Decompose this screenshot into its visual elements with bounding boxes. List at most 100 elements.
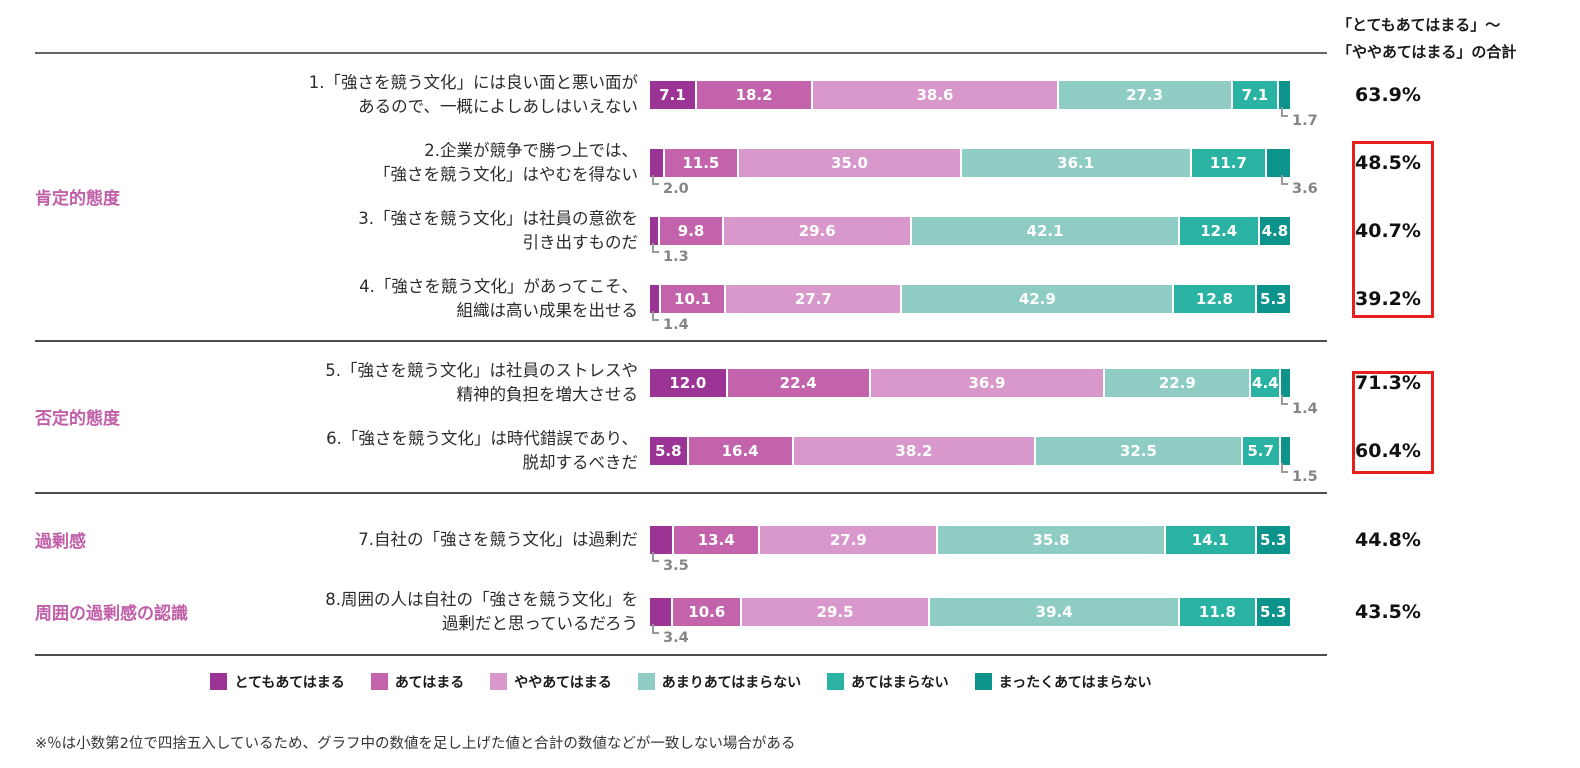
stacked-bar: 11.5 35.0 36.1 11.7 xyxy=(650,148,1290,177)
survey-item-row: 6.「強さを競う文化」は時代錯誤であり、 脱却するべきだ 5.8 16.4 38.2 3… xyxy=(215,417,1580,485)
legend-swatch xyxy=(974,673,992,690)
stacked-bar: 10.6 29.5 39.4 11.8 5.3 xyxy=(650,597,1290,626)
segment-very-applicable xyxy=(650,597,672,626)
segment-not-applicable: 11.8 xyxy=(1180,597,1255,626)
segment-applicable: 16.4 xyxy=(688,436,792,465)
callout-value: 3.4 xyxy=(663,629,689,646)
survey-item-row: 8.周囲の人は自社の「強さを競う文化」を 過剰だと思っているだろう 10.6 29.… xyxy=(215,578,1580,646)
separator-line xyxy=(35,339,1327,342)
stacked-bar-chart: 肯定的態度 1.「強さを競う文化」には良い面と悪い面が あるので、一概によしあしは… xyxy=(0,52,1580,656)
segment-not-at-all-applicable xyxy=(1281,368,1290,397)
category-rows: 5.「強さを競う文化」は社員のストレスや 精神的負担を増大させる 12.0 22.4… xyxy=(215,349,1580,485)
total-percentage: 44.8% xyxy=(1355,528,1421,551)
item-label-line: 精神的負担を増大させる xyxy=(456,384,639,404)
segment-applicable: 10.1 xyxy=(660,284,725,313)
item-label: 7.自社の「強さを競う文化」は過剰だ xyxy=(215,528,650,552)
legend-label: あてはまらない xyxy=(851,674,949,691)
elbow-connector-icon xyxy=(1281,174,1288,185)
bar-area: 12.0 22.4 36.9 22.9 4.4 1.4 xyxy=(650,368,1318,416)
item-label-line: あるので、一概によしあしはいえない xyxy=(358,96,638,116)
small-value-callout: 2.0 xyxy=(652,174,689,197)
total-percentage: 63.9% xyxy=(1355,83,1421,106)
highlight-box-positive-totals xyxy=(1352,141,1434,318)
segment-somewhat-applicable: 38.2 xyxy=(793,436,1035,465)
item-label-line: 引き出すものだ xyxy=(522,232,639,252)
total-percentage: 43.5% xyxy=(1355,600,1421,623)
stacked-bar: 9.8 29.6 42.1 12.4 4.8 xyxy=(650,216,1290,245)
segment-somewhat-applicable: 29.5 xyxy=(742,597,929,626)
segment-very-applicable xyxy=(650,525,673,554)
bar-area: 10.1 27.7 42.9 12.8 5.3 1.4 xyxy=(650,284,1290,332)
elbow-connector-icon xyxy=(1281,462,1288,473)
segment-very-applicable xyxy=(650,284,659,313)
legend-label: あてはまる xyxy=(394,674,465,691)
stacked-bar: 5.8 16.4 38.2 32.5 5.7 xyxy=(650,436,1290,465)
category-section: 肯定的態度 1.「強さを競う文化」には良い面と悪い面が あるので、一概によしあしは… xyxy=(0,54,1580,340)
callout-value: 3.6 xyxy=(1292,180,1318,197)
legend-item: ややあてはまる xyxy=(490,672,612,692)
callout-value: 1.5 xyxy=(1292,468,1318,485)
item-label-line: 7.自社の「強さを競う文化」は過剰だ xyxy=(358,529,638,549)
bar-area: 11.5 35.0 36.1 11.7 2.0 3.6 xyxy=(650,148,1318,196)
stacked-bar: 12.0 22.4 36.9 22.9 4.4 xyxy=(650,368,1290,397)
small-value-callout: 3.6 xyxy=(1281,174,1318,197)
segment-applicable: 18.2 xyxy=(696,80,812,109)
legend-label: まったくあてはまらない xyxy=(998,674,1152,691)
legend-item: あてはまらない xyxy=(827,672,949,692)
segment-not-very-applicable: 35.8 xyxy=(938,525,1164,554)
item-label: 3.「強さを競う文化」は社員の意欲を 引き出すものだ xyxy=(215,207,650,255)
segment-not-applicable: 12.8 xyxy=(1174,284,1255,313)
segment-not-very-applicable: 32.5 xyxy=(1036,436,1241,465)
stacked-bar: 7.1 18.2 38.6 27.3 7.1 xyxy=(650,80,1290,109)
total-percentage: 48.5% xyxy=(1355,151,1421,174)
elbow-connector-icon xyxy=(652,242,659,253)
totals-header-line2: 「ややあてはまる」の合計 xyxy=(1337,43,1517,61)
segment-not-very-applicable: 42.9 xyxy=(902,284,1173,313)
separator-line xyxy=(35,491,1327,494)
legend-swatch xyxy=(827,673,845,690)
category-section: 否定的態度 5.「強さを競う文化」は社員のストレスや 精神的負担を増大させる 12… xyxy=(0,342,1580,492)
callout-value: 1.3 xyxy=(663,248,689,265)
item-label: 5.「強さを競う文化」は社員のストレスや 精神的負担を増大させる xyxy=(215,359,650,407)
elbow-connector-icon xyxy=(1281,394,1288,405)
small-value-callout: 1.7 xyxy=(1281,106,1318,129)
bar-area: 10.6 29.5 39.4 11.8 5.3 3.4 xyxy=(650,597,1290,645)
item-label: 8.周囲の人は自社の「強さを競う文化」を 過剰だと思っているだろう xyxy=(215,588,650,636)
segment-very-applicable: 5.8 xyxy=(650,436,687,465)
item-label: 6.「強さを競う文化」は時代錯誤であり、 脱却するべきだ xyxy=(215,427,650,475)
highlight-box-negative-totals xyxy=(1352,371,1434,474)
segment-not-at-all-applicable: 5.3 xyxy=(1256,284,1290,313)
callout-value: 1.7 xyxy=(1292,112,1318,129)
bar-area: 7.1 18.2 38.6 27.3 7.1 1.7 xyxy=(650,80,1318,128)
separator-line xyxy=(35,52,1327,54)
survey-item-row: 7.自社の「強さを競う文化」は過剰だ 13.4 27.9 35.8 14.1 5.3 3… xyxy=(215,506,1580,574)
item-label-line: 2.企業が競争で勝つ上では、 xyxy=(424,140,638,160)
segment-very-applicable: 12.0 xyxy=(650,368,726,397)
callout-value: 3.5 xyxy=(663,557,689,574)
segment-very-applicable xyxy=(650,148,663,177)
category-rows: 1.「強さを競う文化」には良い面と悪い面が あるので、一概によしあしはいえない 7… xyxy=(215,61,1580,333)
legend-item: あてはまる xyxy=(370,672,465,692)
total-percentage: 60.4% xyxy=(1355,439,1421,462)
item-label: 4.「強さを競う文化」があってこそ、 組織は高い成果を出せる xyxy=(215,275,650,323)
small-value-callout: 3.5 xyxy=(652,551,689,574)
bar-area: 9.8 29.6 42.1 12.4 4.8 1.3 xyxy=(650,216,1290,264)
callout-value: 1.4 xyxy=(663,316,689,333)
small-value-callout: 3.4 xyxy=(652,623,689,646)
segment-not-applicable: 7.1 xyxy=(1232,80,1278,109)
item-label-line: 過剰だと思っているだろう xyxy=(441,613,638,633)
small-value-callout: 1.5 xyxy=(1281,462,1318,485)
segment-applicable: 9.8 xyxy=(660,216,722,245)
segment-somewhat-applicable: 38.6 xyxy=(813,80,1057,109)
bar-area: 13.4 27.9 35.8 14.1 5.3 3.5 xyxy=(650,525,1290,573)
small-value-callout: 1.4 xyxy=(652,310,689,333)
legend-swatch xyxy=(490,673,508,690)
survey-item-row: 2.企業が競争で勝つ上では、 「強さを競う文化」はやむを得ない 11.5 35.0 3… xyxy=(215,129,1580,197)
segment-not-very-applicable: 42.1 xyxy=(912,216,1178,245)
segment-applicable: 22.4 xyxy=(727,368,869,397)
category-rows: 7.自社の「強さを競う文化」は過剰だ 13.4 27.9 35.8 14.1 5.3 3… xyxy=(215,506,1580,574)
elbow-connector-icon xyxy=(652,623,659,634)
item-label: 2.企業が競争で勝つ上では、 「強さを競う文化」はやむを得ない xyxy=(215,139,650,187)
legend-label: ややあてはまる xyxy=(514,674,612,691)
